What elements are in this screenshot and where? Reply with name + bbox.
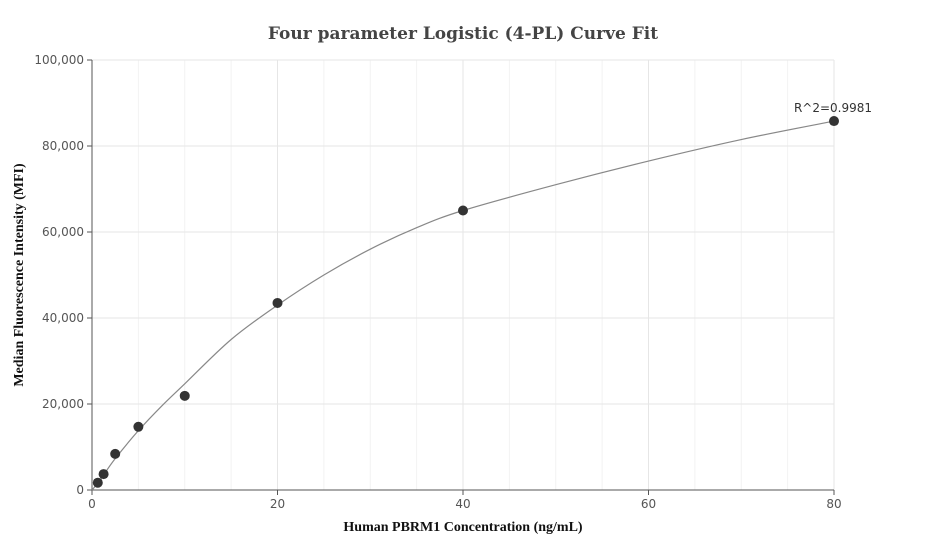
x-tick-label: 20: [270, 497, 285, 511]
y-tick-label: 0: [76, 483, 84, 497]
grid: [92, 59, 835, 490]
data-point: [272, 297, 283, 308]
r-squared-annotation: R^2=0.9981: [794, 101, 872, 115]
data-point: [458, 205, 468, 216]
x-tick-label: 0: [88, 497, 96, 511]
fit-curve-layer: [91, 120, 835, 491]
data-point: [98, 469, 109, 480]
data-point: [133, 421, 144, 432]
y-tick-label: 60,000: [42, 225, 84, 239]
y-tick-label: 40,000: [42, 311, 84, 325]
data-point: [92, 477, 103, 488]
fit-curve: [91, 120, 835, 491]
y-axis-title: Median Fluorescence Intensity (MFI): [12, 163, 27, 387]
axes: [87, 59, 835, 495]
x-tick-label: 80: [826, 497, 841, 511]
data-point: [179, 390, 190, 401]
data-point: [110, 448, 121, 459]
chart-title: Four parameter Logistic (4-PL) Curve Fit: [268, 24, 658, 44]
y-tick-label: 80,000: [42, 139, 84, 153]
y-tick-label: 100,000: [34, 53, 84, 67]
data-point: [829, 116, 839, 127]
data-points: [92, 116, 839, 488]
tick-labels: 0 20 40 60 80 0 20,000 40,000 60,000 80,000 100,00…: [34, 53, 841, 511]
x-tick-label: 60: [641, 497, 656, 511]
x-tick-label: 40: [455, 497, 470, 511]
x-axis-title: Human PBRM1 Concentration (ng/mL): [343, 520, 583, 535]
y-tick-label: 20,000: [42, 397, 84, 411]
